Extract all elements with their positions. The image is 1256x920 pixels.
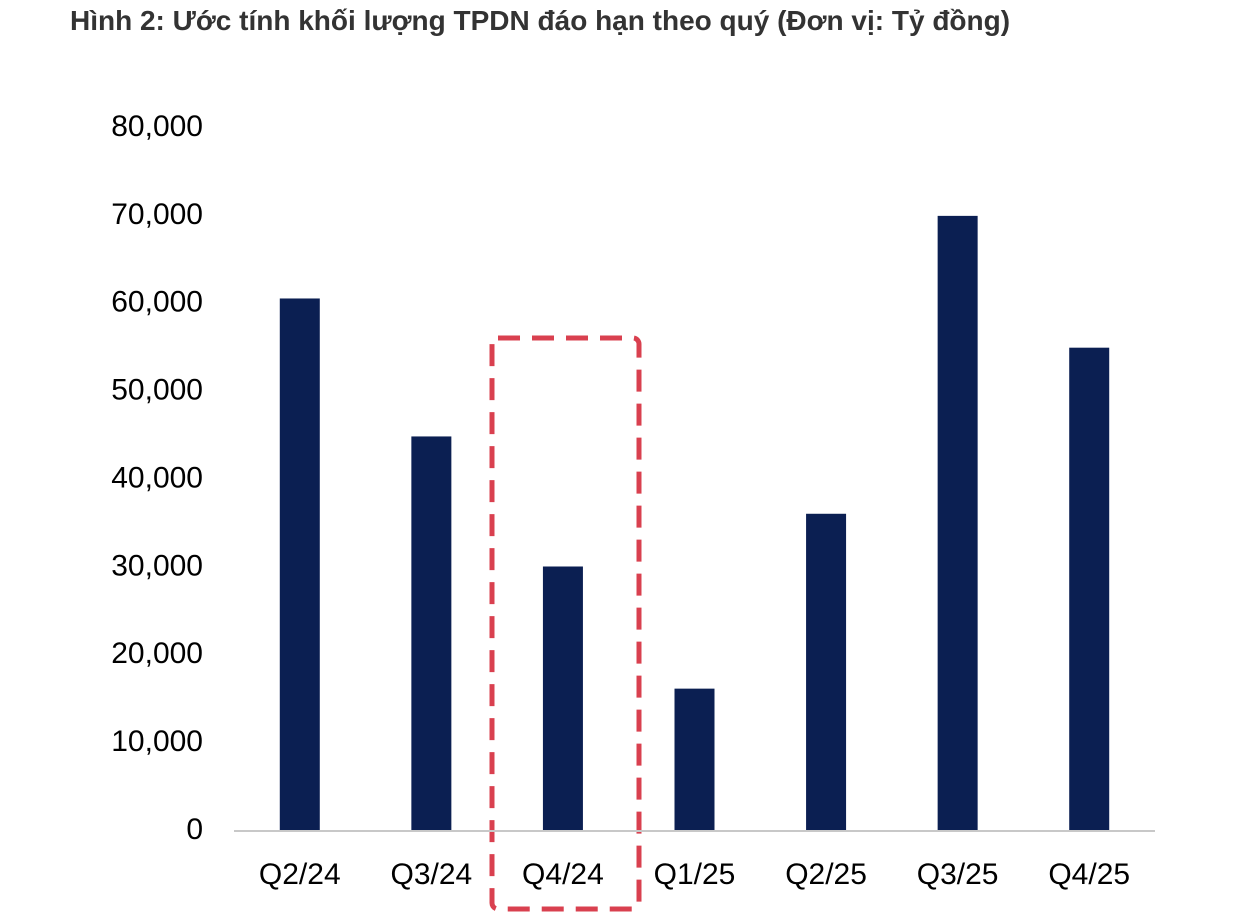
- x-tick-label: Q1/25: [654, 858, 736, 891]
- x-tick-label: Q4/25: [1048, 858, 1130, 891]
- y-tick-label: 30,000: [111, 549, 203, 582]
- y-tick-label: 50,000: [111, 374, 203, 407]
- bar: [411, 436, 452, 831]
- y-tick-label: 60,000: [111, 286, 203, 319]
- x-tick-label: Q2/25: [785, 858, 867, 891]
- y-tick-label: 40,000: [111, 461, 203, 494]
- y-tick-label: 20,000: [111, 637, 203, 670]
- bar: [279, 298, 320, 831]
- x-tick-label: Q3/25: [917, 858, 999, 891]
- bar: [937, 215, 978, 831]
- x-tick-label: Q3/24: [390, 858, 472, 891]
- bar: [1069, 347, 1110, 831]
- chart-title: Hình 2: Ước tính khối lượng TPDN đáo hạn…: [70, 5, 1011, 36]
- x-tick-label: Q4/24: [522, 858, 604, 891]
- y-tick-label: 0: [186, 813, 203, 846]
- bar: [806, 513, 847, 831]
- y-tick-label: 70,000: [111, 198, 203, 231]
- y-tick-label: 80,000: [111, 110, 203, 143]
- bar: [674, 688, 715, 831]
- x-tick-label: Q2/24: [259, 858, 341, 891]
- bar: [542, 566, 583, 831]
- highlight-box: [489, 335, 642, 912]
- y-tick-label: 10,000: [111, 725, 203, 758]
